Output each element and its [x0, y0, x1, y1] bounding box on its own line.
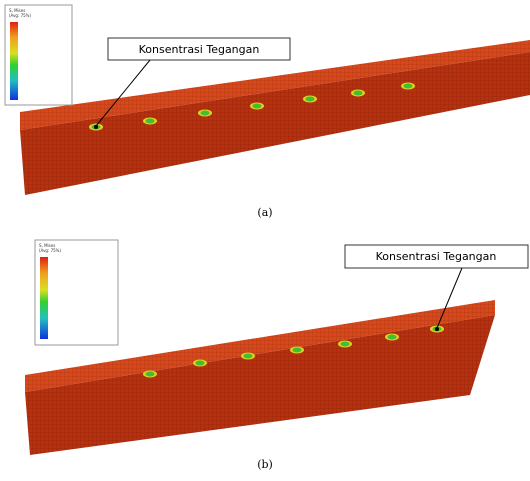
annotation: Konsentrasi Tegangan: [139, 43, 260, 56]
stress-spot: [244, 354, 253, 359]
stress-spot: [341, 342, 350, 347]
figure: S, Mises (Avg: 75%) Konsentrasi Tegangan…: [0, 0, 530, 481]
annotation-dot: [94, 125, 98, 129]
legend-subtitle: (Avg: 75%): [9, 13, 31, 18]
panel-b: S, Mises (Avg: 75%) Konsentrasi Tegangan…: [25, 240, 528, 471]
stress-spot: [201, 111, 210, 116]
stress-spot: [306, 97, 315, 102]
panel-a: S, Mises (Avg: 75%) Konsentrasi Tegangan…: [5, 5, 530, 219]
legend-subtitle: (Avg: 75%): [39, 248, 61, 253]
caption: (b): [257, 458, 273, 471]
stress-spot: [388, 335, 397, 340]
stress-spot: [196, 361, 205, 366]
stress-spot: [354, 91, 363, 96]
legend-scale: [40, 257, 48, 339]
legend-scale: [10, 22, 18, 100]
stress-spot: [293, 348, 302, 353]
annotation: Konsentrasi Tegangan: [376, 250, 497, 263]
stress-spot: [146, 119, 155, 124]
stress-spot: [404, 84, 413, 89]
annotation-dot: [435, 327, 439, 331]
stress-spot: [146, 372, 155, 377]
stress-spot: [253, 104, 262, 109]
caption: (a): [257, 206, 272, 219]
beam-side: [20, 52, 530, 195]
